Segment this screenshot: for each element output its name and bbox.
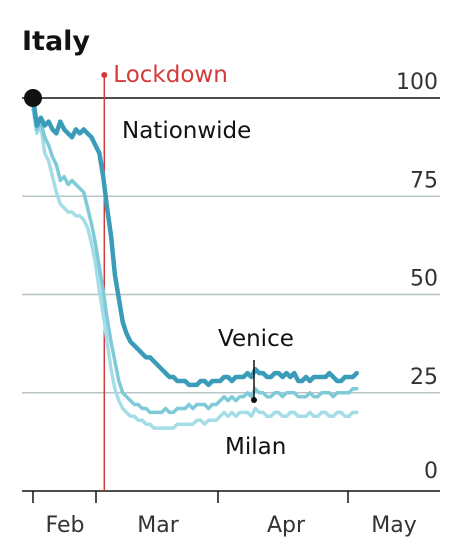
milan-label: Milan <box>225 434 286 460</box>
x-axis: Feb Mar Apr May <box>22 490 440 538</box>
y-tick-labels: 25 50 75 100 0 <box>396 70 438 484</box>
lockdown-dot <box>101 72 108 78</box>
series-annotations: Nationwide Venice Milan <box>122 118 294 460</box>
lockdown-label: Lockdown <box>113 62 228 88</box>
series-line-nationwide <box>30 95 359 388</box>
nationwide-label: Nationwide <box>122 118 251 144</box>
venice-label: Venice <box>218 326 294 352</box>
lockdown-marker: Lockdown <box>101 62 228 491</box>
y-tick-label-100: 100 <box>396 70 438 95</box>
y-tick-label-50: 50 <box>410 267 438 292</box>
series-line-milan <box>31 108 359 430</box>
x-tick-label-mar: Mar <box>137 513 179 538</box>
x-tick-label-may: May <box>371 513 416 538</box>
series-lines <box>24 89 359 430</box>
y-tick-label-25: 25 <box>410 365 438 390</box>
y-tick-label-0: 0 <box>424 459 438 484</box>
series-line-venice <box>31 104 359 415</box>
chart-title: Italy <box>22 26 90 57</box>
x-tick-label-feb: Feb <box>46 513 85 538</box>
y-tick-label-75: 75 <box>410 168 438 193</box>
x-tick-label-apr: Apr <box>267 513 306 538</box>
start-point-dot <box>24 89 42 107</box>
venice-pointer-dot <box>251 397 257 403</box>
gridlines <box>22 97 440 394</box>
